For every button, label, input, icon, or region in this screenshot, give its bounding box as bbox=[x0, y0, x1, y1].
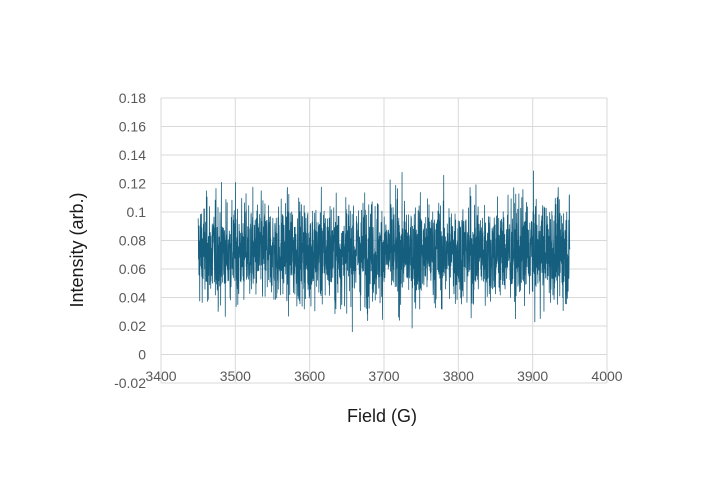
y-tick-label: -0.02 bbox=[114, 375, 146, 391]
x-tick-label: 3700 bbox=[368, 368, 399, 384]
y-axis-title: Intensity (arb.) bbox=[67, 192, 87, 307]
y-tick-label: 0.14 bbox=[119, 147, 146, 163]
series-layer bbox=[197, 170, 571, 333]
x-axis-title: Field (G) bbox=[347, 406, 417, 426]
y-tick-label: 0.08 bbox=[119, 233, 146, 249]
x-tick-labels: 3400 3500 3600 3700 3800 3900 4000 bbox=[145, 368, 622, 384]
y-tick-label: 0.18 bbox=[119, 90, 146, 106]
y-tick-label: 0.1 bbox=[127, 204, 147, 220]
x-tick-label: 3500 bbox=[220, 368, 251, 384]
x-tick-label: 3900 bbox=[517, 368, 548, 384]
y-tick-label: 0.06 bbox=[119, 261, 146, 277]
x-tick-label: 3400 bbox=[145, 368, 176, 384]
y-tick-label: 0.16 bbox=[119, 119, 146, 135]
y-tick-labels: -0.02 0 0.02 0.04 0.06 0.08 0.1 0.12 0.14 0.16 0.1… bbox=[114, 90, 146, 391]
y-tick-label: 0.04 bbox=[119, 290, 146, 306]
x-tick-label: 3600 bbox=[294, 368, 325, 384]
y-tick-label: 0.02 bbox=[119, 318, 146, 334]
x-tick-label: 4000 bbox=[591, 368, 622, 384]
series-line bbox=[197, 170, 571, 333]
y-tick-label: 0.12 bbox=[119, 176, 146, 192]
x-tick-label: 3800 bbox=[443, 368, 474, 384]
y-tick-label: 0 bbox=[138, 347, 146, 363]
